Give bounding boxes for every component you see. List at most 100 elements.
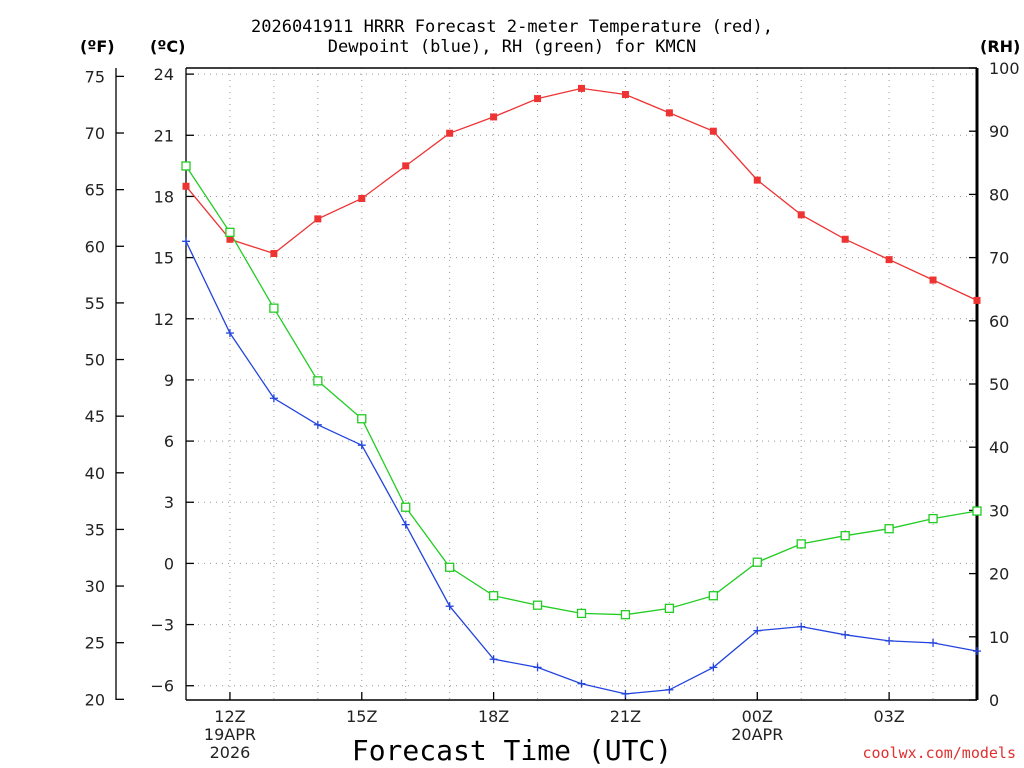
x-tick-label: 15Z: [346, 707, 377, 726]
rh-point: [225, 227, 235, 237]
dewpoint-point: [709, 663, 718, 672]
temperature-point: [929, 276, 937, 284]
rh-point: [928, 513, 938, 524]
x-tick-label: 19APR: [204, 725, 256, 744]
x-tick-label: 21Z: [610, 707, 641, 726]
rh-tick-label: 60: [989, 312, 1009, 331]
rh-tick-label: 50: [989, 375, 1009, 394]
x-tick-label: 00Z: [742, 707, 773, 726]
rh-unit-label: (RH): [980, 37, 1021, 56]
fahrenheit-tick-label: 55: [85, 294, 105, 313]
dewpoint-point: [973, 647, 981, 656]
dewpoint-point: [489, 655, 498, 664]
fahrenheit-tick-label: 70: [85, 124, 105, 143]
credit-link[interactable]: coolwx.com/models: [862, 744, 1016, 762]
dewpoint-point: [797, 622, 806, 631]
rh-point: [445, 562, 455, 572]
rh-point: [972, 506, 982, 516]
fahrenheit-tick-label: 65: [85, 181, 105, 200]
temperature-point: [709, 127, 717, 135]
rh-point: [752, 557, 762, 567]
temperature-point: [270, 250, 278, 258]
dewpoint-point: [621, 689, 630, 698]
rh-tick-label: 100: [989, 59, 1020, 78]
celsius-tick-label: 0: [164, 554, 174, 573]
temperature-point: [665, 109, 673, 117]
rh-point: [181, 161, 191, 171]
fahrenheit-tick-label: 35: [85, 520, 105, 539]
rh-tick-label: 10: [989, 628, 1009, 647]
dewpoint-point: [841, 630, 850, 639]
fahrenheit-tick-label: 60: [85, 237, 105, 256]
temperature-point: [885, 256, 893, 264]
rh-point: [357, 414, 367, 424]
rh-point: [884, 524, 894, 534]
rh-tick-label: 90: [989, 122, 1009, 141]
rh-point: [488, 591, 499, 601]
temperature-point: [314, 215, 322, 223]
rh-tick-label: 30: [989, 501, 1009, 520]
celsius-tick-label: 24: [154, 65, 174, 84]
dewpoint-point: [182, 237, 190, 246]
dewpoint-point: [313, 420, 322, 429]
fahrenheit-tick-label: 75: [85, 67, 105, 86]
x-tick-label: 2026: [210, 743, 251, 762]
rh-tick-label: 70: [989, 249, 1009, 268]
celsius-tick-label: −3: [150, 616, 174, 635]
dewpoint-point: [577, 679, 586, 688]
celsius-tick-label: 3: [164, 493, 174, 512]
temperature-point: [797, 211, 805, 219]
chart-title-line-2: Dewpoint (blue), RH (green) for KMCN: [327, 37, 697, 57]
dewpoint-point: [533, 663, 542, 672]
celsius-tick-label: 15: [154, 249, 174, 268]
temperature-point: [753, 176, 761, 184]
chart-title-line-1: 2026041911 HRRR Forecast 2-meter Tempera…: [251, 17, 773, 37]
temperature-point: [621, 91, 629, 99]
rh-tick-label: 20: [989, 565, 1009, 584]
temperature-point: [490, 113, 498, 121]
dewpoint-point: [885, 636, 894, 645]
rh-point: [269, 303, 279, 313]
temperature-point: [446, 129, 454, 137]
rh-tick-label: 80: [989, 185, 1009, 204]
celsius-tick-label: 18: [154, 187, 174, 206]
celsius-tick-label: −6: [150, 677, 174, 696]
x-tick-label: 12Z: [214, 707, 245, 726]
rh-point: [796, 539, 806, 549]
rh-point: [708, 591, 718, 601]
temperature-point: [841, 235, 849, 243]
rh-point: [576, 608, 587, 619]
dewpoint-point: [401, 520, 410, 529]
rh-point: [620, 610, 631, 620]
rh-point: [401, 502, 411, 512]
temperature-point: [182, 182, 190, 190]
fahrenheit-tick-label: 20: [85, 690, 105, 709]
fahrenheit-tick-label: 25: [85, 634, 105, 653]
celsius-tick-label: 6: [164, 432, 174, 451]
fahrenheit-tick-label: 30: [85, 577, 105, 596]
fahrenheit-tick-label: 45: [85, 407, 105, 426]
rh-line: [185, 165, 978, 616]
dewpoint-point: [357, 441, 366, 450]
celsius-unit-label: (ºC): [150, 37, 186, 56]
celsius-tick-label: 9: [164, 371, 174, 390]
temperature-point: [578, 84, 585, 92]
fahrenheit-tick-label: 50: [85, 351, 105, 370]
x-axis-label: Forecast Time (UTC): [351, 734, 673, 767]
rh-point: [840, 531, 850, 541]
rh-point: [313, 376, 323, 386]
dewpoint-point: [445, 602, 454, 611]
x-tick-label: 20APR: [731, 725, 783, 744]
temperature-point: [402, 162, 410, 170]
temperature-point: [973, 296, 981, 304]
rh-point: [532, 600, 543, 610]
temperature-point: [534, 95, 542, 103]
dewpoint-point: [929, 638, 938, 647]
x-tick-label: 03Z: [873, 707, 904, 726]
dewpoint-point: [225, 329, 234, 338]
dewpoint-point: [665, 685, 674, 694]
dewpoint-point: [269, 394, 278, 403]
fahrenheit-tick-label: 40: [85, 464, 105, 483]
rh-point: [664, 603, 675, 614]
